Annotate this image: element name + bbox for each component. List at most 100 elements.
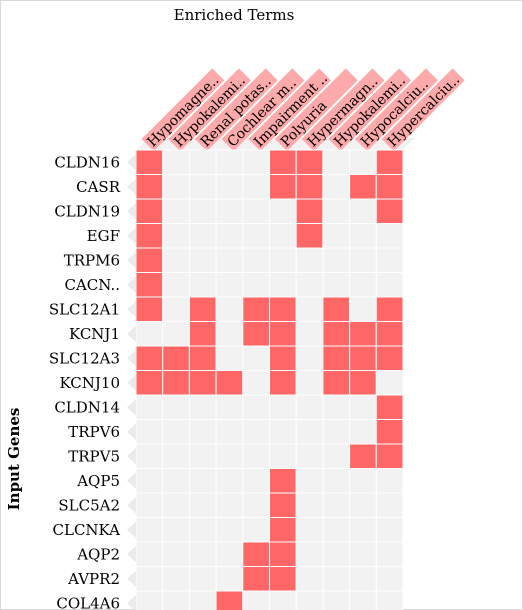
cell-hit[interactable] <box>269 566 297 592</box>
cell-empty[interactable] <box>322 223 351 249</box>
cell-hit[interactable] <box>375 419 404 445</box>
cell-empty[interactable] <box>215 566 244 592</box>
cell-empty[interactable] <box>349 468 377 494</box>
cell-hit[interactable] <box>188 321 217 347</box>
cell-empty[interactable] <box>188 223 217 249</box>
cell-hit[interactable] <box>269 296 297 322</box>
cell-empty[interactable] <box>188 247 217 273</box>
cell-empty[interactable] <box>242 345 271 371</box>
cell-empty[interactable] <box>375 223 404 249</box>
cell-hit[interactable] <box>349 345 377 371</box>
cell-empty[interactable] <box>269 223 297 249</box>
cell-empty[interactable] <box>135 443 164 469</box>
cell-empty[interactable] <box>188 590 217 610</box>
cell-empty[interactable] <box>188 541 217 567</box>
cell-hit[interactable] <box>295 223 324 249</box>
cell-empty[interactable] <box>188 443 217 469</box>
cell-empty[interactable] <box>135 321 164 347</box>
cell-hit[interactable] <box>375 198 404 224</box>
cell-empty[interactable] <box>215 223 244 249</box>
cell-empty[interactable] <box>349 223 377 249</box>
cell-empty[interactable] <box>322 541 351 567</box>
cell-empty[interactable] <box>242 492 271 518</box>
cell-hit[interactable] <box>269 174 297 200</box>
cell-empty[interactable] <box>215 468 244 494</box>
cell-empty[interactable] <box>375 590 404 610</box>
cell-empty[interactable] <box>162 468 190 494</box>
cell-empty[interactable] <box>215 541 244 567</box>
cell-empty[interactable] <box>322 174 351 200</box>
cell-empty[interactable] <box>349 566 377 592</box>
cell-empty[interactable] <box>162 223 190 249</box>
cell-empty[interactable] <box>135 394 164 420</box>
cell-empty[interactable] <box>295 541 324 567</box>
cell-empty[interactable] <box>269 247 297 273</box>
cell-empty[interactable] <box>242 419 271 445</box>
cell-empty[interactable] <box>162 198 190 224</box>
cell-empty[interactable] <box>322 394 351 420</box>
cell-hit[interactable] <box>269 149 297 175</box>
cell-hit[interactable] <box>215 370 244 396</box>
cell-hit[interactable] <box>295 198 324 224</box>
cell-empty[interactable] <box>162 272 190 298</box>
cell-empty[interactable] <box>215 247 244 273</box>
cell-hit[interactable] <box>375 296 404 322</box>
cell-empty[interactable] <box>242 590 271 610</box>
cell-hit[interactable] <box>269 321 297 347</box>
cell-empty[interactable] <box>188 492 217 518</box>
cell-empty[interactable] <box>375 541 404 567</box>
cell-hit[interactable] <box>375 321 404 347</box>
cell-hit[interactable] <box>135 345 164 371</box>
cell-empty[interactable] <box>269 590 297 610</box>
cell-empty[interactable] <box>295 468 324 494</box>
cell-empty[interactable] <box>215 149 244 175</box>
cell-empty[interactable] <box>322 492 351 518</box>
cell-empty[interactable] <box>188 566 217 592</box>
cell-empty[interactable] <box>322 198 351 224</box>
cell-hit[interactable] <box>215 590 244 610</box>
cell-empty[interactable] <box>295 394 324 420</box>
cell-empty[interactable] <box>242 223 271 249</box>
cell-hit[interactable] <box>375 174 404 200</box>
cell-empty[interactable] <box>188 394 217 420</box>
cell-empty[interactable] <box>322 566 351 592</box>
cell-hit[interactable] <box>349 443 377 469</box>
cell-empty[interactable] <box>215 321 244 347</box>
cell-empty[interactable] <box>349 419 377 445</box>
cell-hit[interactable] <box>269 541 297 567</box>
cell-empty[interactable] <box>162 541 190 567</box>
cell-empty[interactable] <box>269 272 297 298</box>
cell-empty[interactable] <box>295 566 324 592</box>
cell-empty[interactable] <box>295 345 324 371</box>
cell-empty[interactable] <box>135 517 164 543</box>
cell-empty[interactable] <box>188 149 217 175</box>
cell-hit[interactable] <box>135 247 164 273</box>
cell-empty[interactable] <box>295 443 324 469</box>
cell-empty[interactable] <box>349 272 377 298</box>
cell-empty[interactable] <box>322 517 351 543</box>
cell-empty[interactable] <box>135 419 164 445</box>
cell-empty[interactable] <box>349 247 377 273</box>
cell-empty[interactable] <box>188 419 217 445</box>
cell-hit[interactable] <box>375 149 404 175</box>
cell-hit[interactable] <box>135 223 164 249</box>
cell-hit[interactable] <box>135 198 164 224</box>
cell-hit[interactable] <box>295 149 324 175</box>
cell-hit[interactable] <box>242 321 271 347</box>
cell-hit[interactable] <box>322 345 351 371</box>
cell-empty[interactable] <box>215 492 244 518</box>
cell-hit[interactable] <box>269 517 297 543</box>
cell-empty[interactable] <box>269 394 297 420</box>
cell-empty[interactable] <box>269 419 297 445</box>
cell-empty[interactable] <box>162 566 190 592</box>
cell-empty[interactable] <box>322 272 351 298</box>
cell-empty[interactable] <box>242 443 271 469</box>
cell-empty[interactable] <box>162 419 190 445</box>
cell-hit[interactable] <box>162 345 190 371</box>
cell-empty[interactable] <box>242 149 271 175</box>
cell-empty[interactable] <box>162 590 190 610</box>
cell-hit[interactable] <box>349 321 377 347</box>
cell-empty[interactable] <box>162 443 190 469</box>
cell-empty[interactable] <box>162 321 190 347</box>
cell-empty[interactable] <box>269 198 297 224</box>
